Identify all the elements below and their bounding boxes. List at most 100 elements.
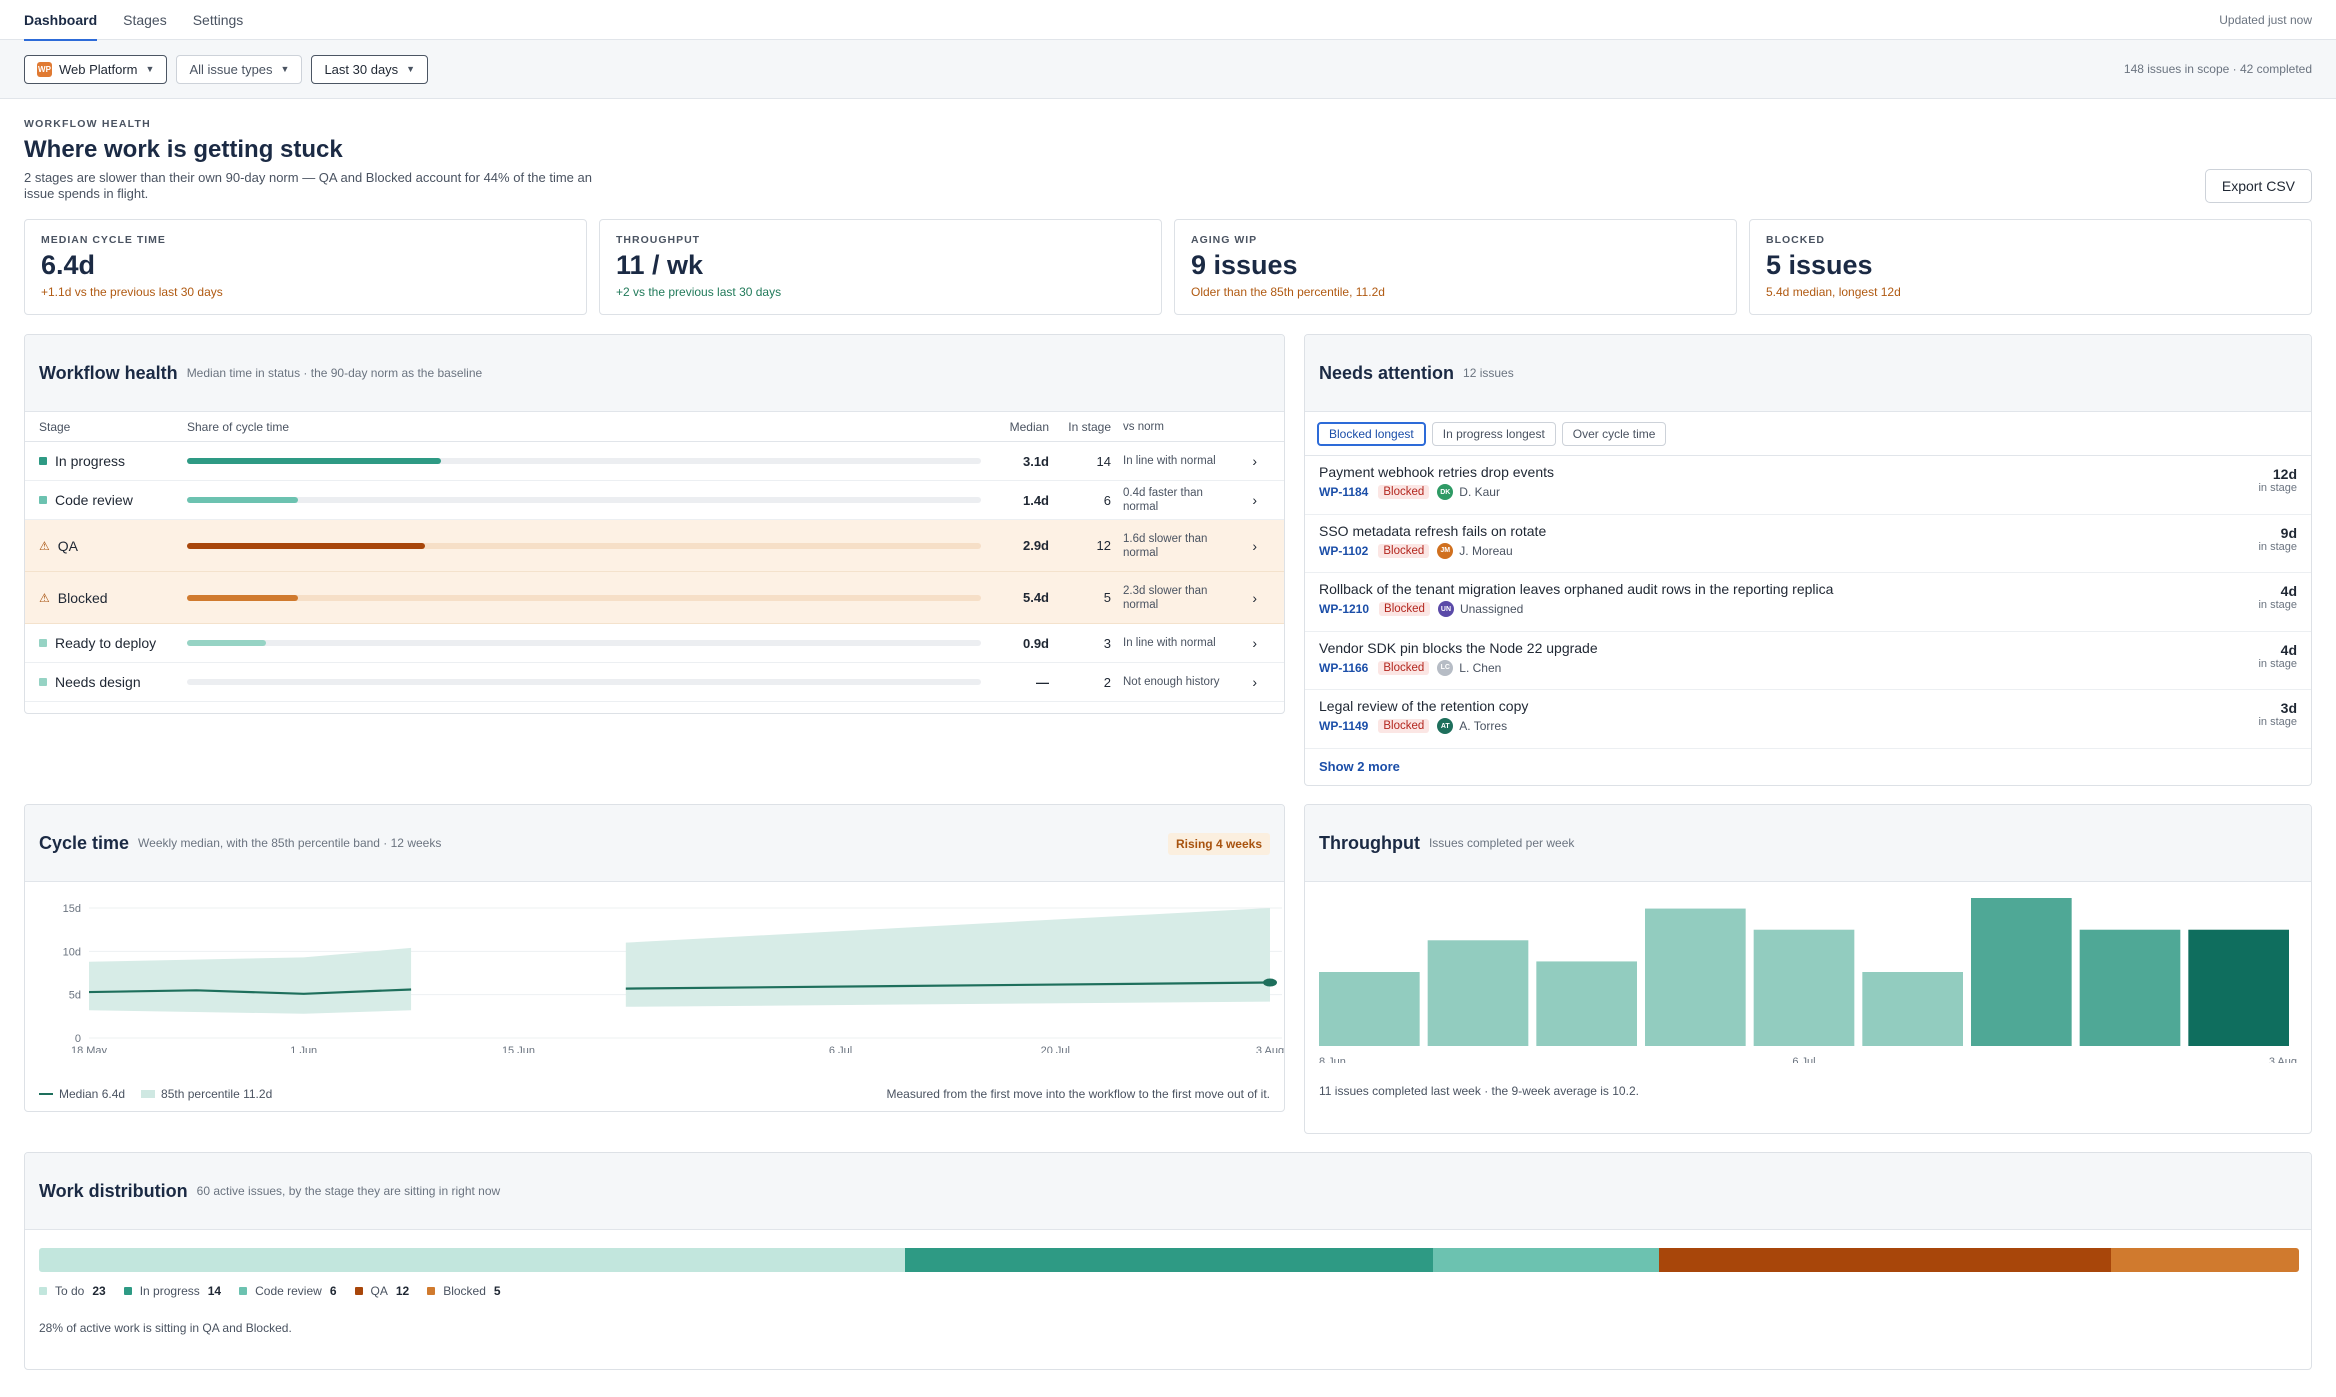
tab-dashboard[interactable]: Dashboard bbox=[24, 0, 98, 41]
legend-count: 5 bbox=[493, 1284, 501, 1298]
workflow-row[interactable]: ⚠ QA 2.9d 12 1.6d slower than normal › bbox=[25, 520, 1284, 572]
stage-swatch bbox=[39, 457, 47, 465]
chevron-right-icon: › bbox=[1252, 674, 1257, 690]
project-icon: WP bbox=[37, 61, 52, 77]
workflow-row[interactable]: ⚠ Blocked 5.4d 5 2.3d slower than normal › bbox=[25, 572, 1284, 624]
kpi-delta: +2 vs the previous last 30 days bbox=[616, 285, 782, 299]
y-tick-label: 0 bbox=[75, 1033, 81, 1045]
norm-comparison: Not enough history bbox=[1123, 676, 1220, 688]
issue-title: Vendor SDK pin blocks the Node 22 upgrad… bbox=[1319, 639, 1598, 656]
workflow-row[interactable]: Code review 1.4d 6 0.4d faster than normal › bbox=[25, 481, 1284, 520]
in-stage-label: in stage bbox=[2258, 657, 2297, 670]
date-range-select[interactable]: Last 30 days ▼ bbox=[311, 54, 429, 84]
issue-key[interactable]: WP-1166 bbox=[1319, 660, 1369, 675]
band-swatch bbox=[141, 1090, 156, 1098]
x-tick-label: 18 May bbox=[71, 1045, 108, 1053]
kpi-delta: 5.4d median, longest 12d bbox=[1766, 285, 1901, 299]
issue-key[interactable]: WP-1102 bbox=[1319, 543, 1369, 558]
attention-list: Payment webhook retries drop events WP-11… bbox=[1305, 456, 2311, 749]
issue-meta: WP-1102 Blocked JM J. Moreau bbox=[1319, 542, 2297, 559]
chevron-down-icon: ▼ bbox=[406, 64, 416, 74]
issue-title: Legal review of the retention copy bbox=[1319, 698, 1529, 714]
in-stage-count: 14 bbox=[1096, 453, 1111, 469]
share-fill bbox=[187, 640, 267, 646]
column-share: Share of cycle time bbox=[187, 419, 290, 434]
export-csv-button[interactable]: Export CSV bbox=[2204, 169, 2312, 203]
stage-name: Code review bbox=[55, 492, 133, 508]
share-track bbox=[187, 458, 981, 464]
throughput-bar bbox=[1536, 961, 1637, 1046]
chevron-down-icon: ▼ bbox=[280, 64, 290, 74]
share-fill bbox=[187, 458, 442, 464]
panel-header: Workflow health Median time in status · … bbox=[25, 335, 1284, 412]
distribution-segment bbox=[1432, 1248, 1659, 1272]
tab-in-progress-longest[interactable]: In progress longest bbox=[1431, 421, 1556, 446]
stage-cell: Needs design bbox=[39, 674, 187, 690]
in-stage-count: 6 bbox=[1103, 492, 1111, 508]
x-tick-label: 3 Aug bbox=[1256, 1045, 1284, 1053]
kpi-delta: +1.1d vs the previous last 30 days bbox=[41, 285, 223, 299]
distribution-segment bbox=[39, 1248, 906, 1272]
panel-title: Cycle time bbox=[39, 832, 130, 853]
workflow-row[interactable]: In progress 3.1d 14 In line with normal › bbox=[25, 442, 1284, 481]
legend-label: In progress bbox=[139, 1284, 200, 1298]
y-tick-label: 10d bbox=[63, 946, 81, 958]
legend-item: To do 23 bbox=[39, 1284, 106, 1298]
kpi-delta: Older than the 85th percentile, 11.2d bbox=[1191, 285, 1385, 299]
workflow-row[interactable]: Ready to deploy 0.9d 3 In line with normal › bbox=[25, 624, 1284, 663]
attention-item[interactable]: Legal review of the retention copy WP-114… bbox=[1305, 690, 2311, 749]
tab-over-cycle-time[interactable]: Over cycle time bbox=[1561, 421, 1667, 446]
status-badge: Blocked bbox=[1378, 660, 1430, 675]
time-in-stage: 3d in stage bbox=[2258, 700, 2297, 728]
tab-settings[interactable]: Settings bbox=[192, 11, 244, 28]
legend-label: To do bbox=[55, 1284, 85, 1298]
distribution-segment bbox=[905, 1248, 1433, 1272]
attention-item[interactable]: SSO metadata refresh fails on rotate WP-1… bbox=[1305, 515, 2311, 573]
issue-type-select[interactable]: All issue types ▼ bbox=[176, 54, 303, 84]
issue-key[interactable]: WP-1149 bbox=[1319, 719, 1369, 733]
attention-item[interactable]: Payment webhook retries drop events WP-11… bbox=[1305, 456, 2311, 515]
x-tick-label: 3 Aug bbox=[2269, 1056, 2297, 1063]
attention-item[interactable]: Rollback of the tenant migration leaves … bbox=[1305, 573, 2311, 632]
panel-subtitle: Median time in status · the 90-day norm … bbox=[186, 366, 483, 380]
needs-attention-panel: Needs attention 12 issues Blocked longes… bbox=[1304, 334, 2312, 786]
tab-blocked-longest[interactable]: Blocked longest bbox=[1317, 421, 1426, 446]
kpi-blocked: BLOCKED 5 issues 5.4d median, longest 12… bbox=[1749, 219, 2312, 315]
legend-item: In progress 14 bbox=[123, 1284, 221, 1298]
show-more-link[interactable]: Show 2 more bbox=[1319, 758, 1400, 774]
project-label: Web Platform bbox=[59, 61, 138, 77]
latest-point bbox=[1263, 978, 1277, 987]
panel-title: Workflow health bbox=[39, 362, 178, 383]
stage-swatch bbox=[39, 678, 47, 686]
filter-bar: WP Web Platform ▼ All issue types ▼ Last… bbox=[0, 40, 2336, 99]
trend-badge: Rising 4 weeks bbox=[1167, 833, 1270, 855]
issue-key[interactable]: WP-1210 bbox=[1319, 602, 1370, 616]
legend-median: Median 6.4d bbox=[59, 1087, 126, 1101]
x-tick-label: 15 Jun bbox=[502, 1045, 535, 1053]
cycle-time-chart: 0 5d 10d 15d 18 May 1 Jun 15 Jun 6 Jul 20 Jul 3 A… bbox=[63, 903, 1284, 1053]
avatar: AT bbox=[1437, 718, 1454, 734]
share-fill bbox=[187, 542, 426, 549]
issue-meta: WP-1149 Blocked AT A. Torres bbox=[1319, 718, 2297, 734]
attention-item[interactable]: Vendor SDK pin blocks the Node 22 upgrad… bbox=[1305, 632, 2311, 690]
kpi-label: MEDIAN CYCLE TIME bbox=[41, 234, 166, 246]
stage-name: Ready to deploy bbox=[55, 635, 157, 651]
in-stage-label: in stage bbox=[2258, 599, 2297, 611]
norm-comparison: In line with normal bbox=[1123, 637, 1216, 649]
throughput-bar bbox=[2188, 929, 2289, 1046]
share-bar-cell bbox=[187, 679, 981, 685]
median-line bbox=[88, 988, 412, 995]
issue-key[interactable]: WP-1184 bbox=[1319, 485, 1369, 499]
stage-name: QA bbox=[57, 537, 78, 554]
assignee-name: J. Moreau bbox=[1459, 543, 1513, 558]
project-select[interactable]: WP Web Platform ▼ bbox=[24, 54, 168, 84]
kpi-row: MEDIAN CYCLE TIME 6.4d +1.1d vs the prev… bbox=[24, 219, 2312, 315]
chevron-down-icon: ▼ bbox=[145, 64, 155, 74]
in-stage-count: 3 bbox=[1103, 635, 1111, 651]
chevron-right-icon: › bbox=[1252, 537, 1257, 554]
panel-title: Throughput bbox=[1319, 832, 1420, 853]
avatar: LC bbox=[1437, 659, 1454, 676]
tab-stages[interactable]: Stages bbox=[123, 11, 167, 28]
median-value: 3.1d bbox=[1022, 453, 1049, 469]
workflow-row[interactable]: Needs design — 2 Not enough history › bbox=[25, 663, 1284, 702]
